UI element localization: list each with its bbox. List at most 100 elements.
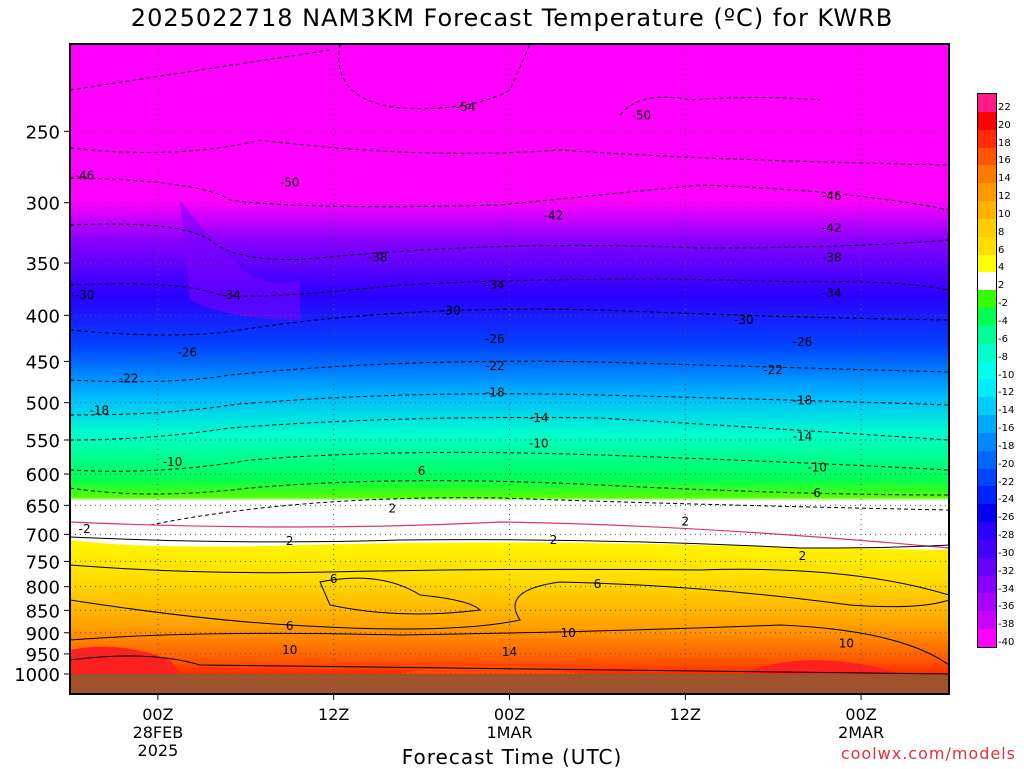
colorbar-label: 8 bbox=[998, 226, 1005, 238]
y-tick-label: 250 bbox=[26, 122, 60, 143]
colorbar-label: -8 bbox=[998, 351, 1008, 363]
colorbar-segment bbox=[978, 129, 996, 148]
colorbar-label: -22 bbox=[998, 476, 1015, 488]
contour-line bbox=[69, 624, 950, 666]
colorbar-segment bbox=[978, 272, 996, 291]
contours bbox=[69, 43, 950, 675]
colorbar-label: -6 bbox=[998, 333, 1008, 345]
contour-label: -34 bbox=[221, 288, 241, 302]
colorbar-label: 14 bbox=[998, 173, 1011, 185]
ground bbox=[70, 674, 949, 694]
colorbar-label: 20 bbox=[998, 119, 1011, 131]
colorbar-segment bbox=[978, 218, 996, 238]
colorbar-label: -30 bbox=[998, 547, 1015, 559]
contour-label: 10 bbox=[839, 636, 854, 650]
colorbar-segment bbox=[978, 557, 996, 577]
warm-core-mid bbox=[400, 664, 580, 674]
x-tick-label: 00Z bbox=[142, 705, 173, 724]
y-tick-label: 950 bbox=[26, 645, 60, 666]
colorbar bbox=[977, 93, 997, 648]
contour-label: 10 bbox=[560, 626, 575, 640]
colorbar-label: -32 bbox=[998, 565, 1015, 577]
contour-label: 6 bbox=[286, 619, 294, 633]
y-tick-label: 450 bbox=[26, 352, 60, 373]
contour-label: -22 bbox=[119, 371, 139, 385]
contour-label: -22 bbox=[485, 359, 505, 373]
contour-label: 2 bbox=[799, 549, 807, 563]
colorbar-label: -40 bbox=[998, 637, 1015, 649]
contour-label: -42 bbox=[822, 221, 842, 235]
colorbar-label: 2 bbox=[998, 280, 1005, 292]
contour-line bbox=[69, 536, 950, 549]
colorbar-segment bbox=[978, 111, 996, 131]
colorbar-label: 10 bbox=[998, 208, 1011, 220]
y-tick-label: 1000 bbox=[14, 665, 60, 686]
contour-labels: -54 -50 -46 -50 -46 -42 -42 -38 -38 -34 -34 -30 -34 -… bbox=[75, 100, 854, 659]
contour-line bbox=[69, 480, 950, 496]
colorbar-segment bbox=[978, 593, 996, 612]
contour-label: -2 bbox=[79, 522, 91, 536]
y-tick-label: 850 bbox=[26, 601, 60, 622]
contour-line bbox=[69, 521, 950, 549]
contour-label: 2 bbox=[681, 514, 689, 528]
warm-core-left bbox=[70, 646, 180, 674]
colorbar-label: -38 bbox=[998, 619, 1015, 631]
colorbar-label: -16 bbox=[998, 423, 1015, 435]
colorbar-segment bbox=[978, 486, 996, 505]
contour-line bbox=[149, 497, 950, 526]
contour-label: -46 bbox=[75, 169, 95, 183]
chart-title: 2025022718 NAM3KM Forecast Temperature (… bbox=[130, 4, 894, 32]
contour-line bbox=[69, 581, 950, 630]
contour-line bbox=[69, 360, 950, 383]
contour-label: -10 bbox=[163, 455, 183, 469]
colorbar-segment bbox=[978, 201, 996, 220]
colorbar-segment bbox=[978, 432, 996, 452]
contour-label: -26 bbox=[793, 335, 813, 349]
x-tick-label: 00Z bbox=[494, 705, 525, 724]
contour-line bbox=[69, 308, 950, 336]
colorbar-label: -20 bbox=[998, 458, 1015, 470]
contour-label: -18 bbox=[793, 393, 813, 407]
contour-line bbox=[69, 177, 950, 211]
colorbar-segment bbox=[978, 254, 996, 273]
contour-line bbox=[619, 96, 821, 116]
contour-label: 6 bbox=[330, 572, 338, 586]
colorbar-label: -4 bbox=[998, 315, 1008, 327]
contour-label: 2 bbox=[550, 533, 558, 547]
colorbar-segment bbox=[978, 236, 996, 256]
colorbar-segment bbox=[978, 325, 996, 345]
contour-label: -34 bbox=[485, 278, 505, 292]
colorbar-segment bbox=[978, 611, 996, 630]
colorbar-segment bbox=[978, 468, 996, 487]
contour-label: -26 bbox=[177, 346, 197, 360]
contour-line bbox=[319, 577, 482, 615]
contour-label: 2 bbox=[286, 534, 294, 548]
colorbar-segment bbox=[978, 290, 996, 309]
freezing-band bbox=[70, 502, 949, 550]
colorbar-label: -12 bbox=[998, 387, 1015, 399]
y-tick-label: 700 bbox=[26, 525, 60, 546]
colorbar-segment bbox=[978, 450, 996, 470]
y-tick-label: 800 bbox=[26, 578, 60, 599]
colorbar-label: 16 bbox=[998, 155, 1011, 167]
colorbar-label: -28 bbox=[998, 530, 1015, 542]
colorbar-label: 22 bbox=[998, 101, 1011, 113]
y-tick-label: 600 bbox=[26, 465, 60, 486]
contour-label: 14 bbox=[502, 645, 517, 659]
colorbar-segment bbox=[978, 504, 996, 523]
contour-label: -46 bbox=[822, 189, 842, 203]
contour-label: -38 bbox=[822, 250, 842, 264]
colorbar-label: 4 bbox=[998, 262, 1005, 274]
contour-label: -18 bbox=[485, 385, 505, 399]
colorbar-label: 18 bbox=[998, 137, 1011, 149]
contour-label: -30 bbox=[441, 303, 461, 317]
colorbar-segment bbox=[978, 343, 996, 363]
x-axis-label: Forecast Time (UTC) bbox=[401, 745, 623, 769]
x-tick-label: 00Z bbox=[845, 705, 876, 724]
colorbar-segment bbox=[978, 147, 996, 166]
contour-label: -30 bbox=[734, 313, 754, 327]
y-tick-label: 500 bbox=[26, 394, 60, 415]
colorbar-segment bbox=[978, 575, 996, 594]
y-tick-label: 900 bbox=[26, 624, 60, 645]
colorbar-segment bbox=[978, 361, 996, 380]
